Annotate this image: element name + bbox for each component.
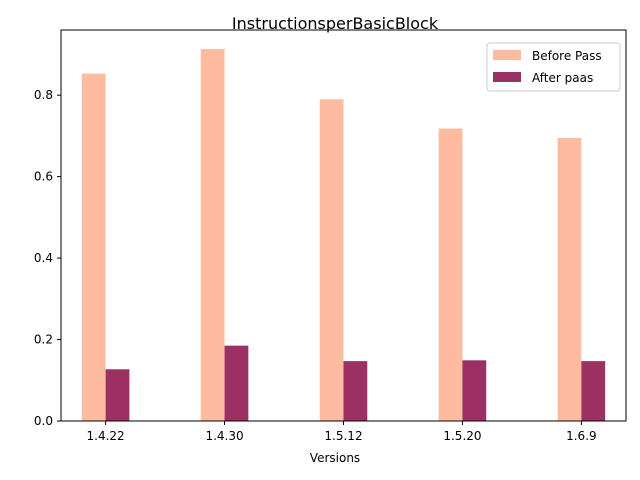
x-axis-ticks: 1.4.22 1.4.30 1.5.12 1.5.20 1.6.9 [87, 421, 597, 443]
bar-after-paas-1.4.30 [224, 345, 249, 421]
bars-group [81, 49, 606, 422]
legend-swatch [493, 72, 521, 82]
bar-after-paas-1.5.20 [462, 360, 487, 421]
legend: Before Pass After paas [486, 42, 621, 92]
legend-label: After paas [532, 71, 593, 85]
y-tick-label: 0.0 [34, 414, 53, 428]
y-tick-label: 0.6 [34, 170, 53, 184]
x-tick-label: 1.6.9 [566, 429, 597, 443]
axes-frame [60, 29, 627, 422]
chart-title: InstructionsperBasicBlock [232, 14, 439, 33]
bar-after-paas-1.6.9 [581, 361, 606, 421]
x-tick-label: 1.5.12 [324, 429, 362, 443]
bar-after-paas-1.4.22 [105, 369, 130, 421]
y-tick-label: 0.2 [34, 333, 53, 347]
x-tick-label: 1.4.30 [205, 429, 243, 443]
bar-before-pass-1.5.20 [438, 128, 463, 421]
legend-swatch [493, 50, 521, 60]
x-axis-label: Versions [310, 451, 360, 465]
y-tick-label: 0.4 [34, 251, 53, 265]
x-tick-label: 1.4.22 [87, 429, 125, 443]
y-tick-label: 0.8 [34, 88, 53, 102]
bar-before-pass-1.4.22 [81, 73, 106, 421]
y-axis-ticks: 0.0 0.2 0.4 0.6 0.8 [34, 88, 61, 428]
bar-after-paas-1.5.12 [343, 361, 368, 421]
bar-before-pass-1.6.9 [557, 137, 582, 421]
legend-label: Before Pass [532, 49, 602, 63]
bar-before-pass-1.5.12 [319, 99, 344, 422]
x-tick-label: 1.5.20 [443, 429, 481, 443]
bar-before-pass-1.4.30 [200, 49, 225, 421]
